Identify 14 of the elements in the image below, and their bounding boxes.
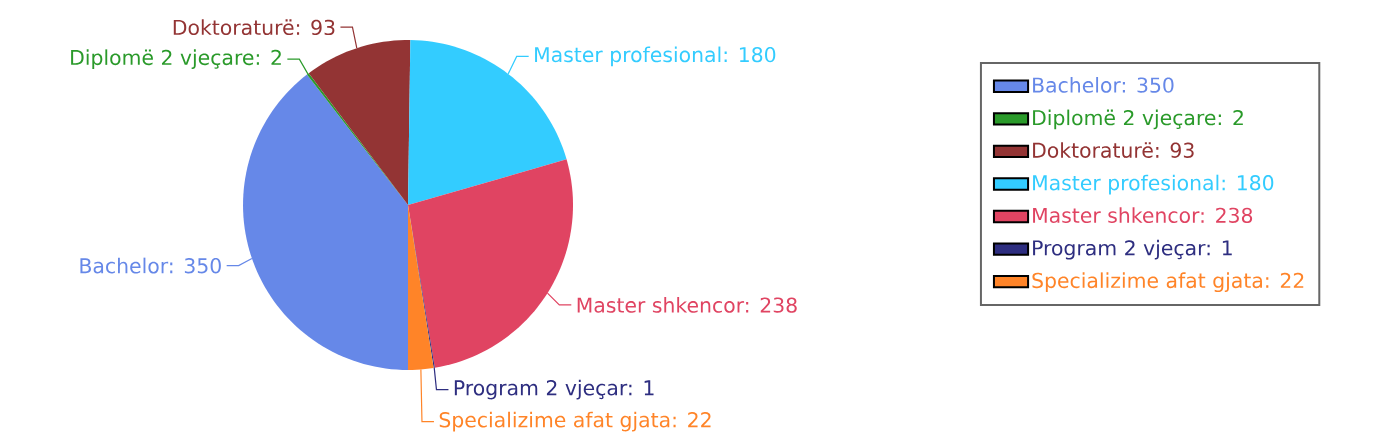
legend-label: Master shkencor: 238 — [1033, 207, 1253, 224]
legend-label: Specializime afat gjata: 22 — [1032, 272, 1304, 293]
legend-label: Diplomë 2 vjeçare: 2 — [1033, 109, 1243, 130]
legend-label: Bachelor: 350 — [1033, 77, 1174, 93]
slice-label: Program 2 vjeçar: 1 — [454, 379, 654, 400]
slice-label: Master profesional: 180 — [535, 46, 776, 67]
legend-label: Doktoraturë: 93 — [1033, 142, 1194, 158]
slice-label: Specializime afat gjata: 22 — [439, 411, 711, 432]
slice-label: Doktoraturë: 93 — [173, 19, 335, 36]
slice-label: Diplomë 2 vjeçare: 2 — [71, 49, 281, 70]
legend-label: Master profesional: 180 — [1033, 174, 1274, 195]
legend-label: Program 2 vjeçar: 1 — [1033, 239, 1232, 260]
slice-label: Master shkencor: 238 — [577, 297, 797, 313]
slice-label: Bachelor: 350 — [80, 257, 221, 274]
